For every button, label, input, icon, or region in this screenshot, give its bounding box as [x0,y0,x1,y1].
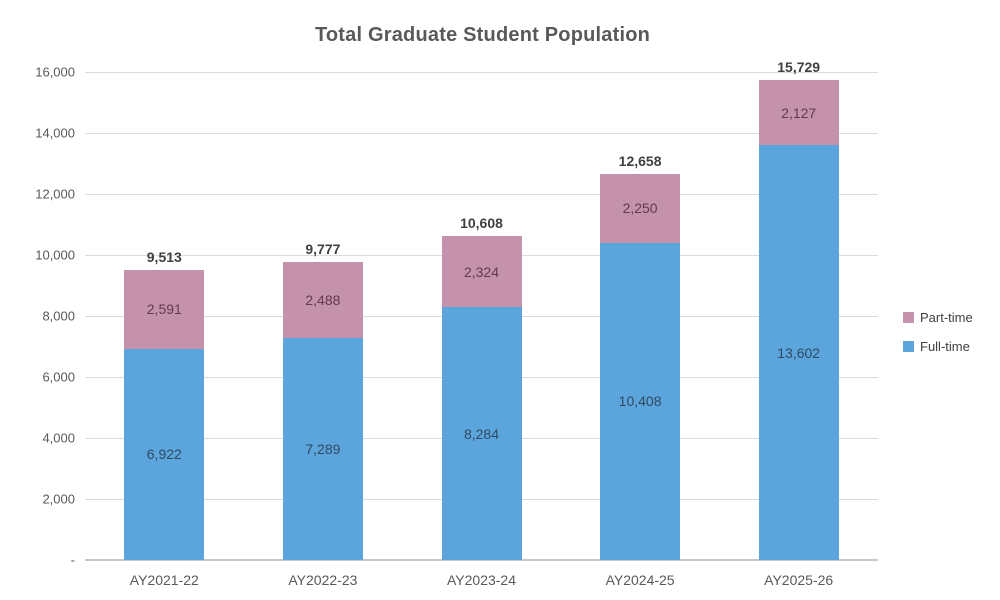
segment-value-label: 2,591 [146,301,182,318]
gridline [85,194,878,195]
legend-swatch-part-time [903,312,914,323]
y-axis-tick-label: 8,000 [42,308,75,324]
legend-label: Part-time [920,310,973,325]
bar-segment-full-time: 8,284 [441,307,522,560]
legend-item: Part-time [903,310,973,325]
legend-label: Full-time [920,339,970,354]
bar-segment-full-time: 10,408 [600,242,681,560]
y-axis-tick-label: 2,000 [42,491,75,507]
bar-segment-part-time: 2,250 [600,173,681,243]
bar-segment-part-time: 2,324 [441,236,522,308]
y-axis-tick-label: - [70,552,75,568]
total-value-label: 9,777 [305,240,341,257]
bar-segment-part-time: 2,591 [124,269,205,349]
segment-value-label: 10,408 [618,393,662,410]
total-value-label: 10,608 [460,215,503,232]
segment-value-label: 2,324 [463,263,500,280]
y-axis-tick-label: 10,000 [35,247,75,263]
segment-value-label: 13,602 [777,344,821,361]
segment-value-label: 8,284 [463,425,500,442]
legend-swatch-full-time [903,341,914,352]
legend-item: Full-time [903,339,973,354]
x-axis-category-label: AY2024-25 [605,572,675,588]
segment-value-label: 6,922 [146,446,182,463]
y-axis-tick-label: 16,000 [35,64,75,80]
chart-title: Total Graduate Student Population [314,24,651,46]
bar-segment-full-time: 13,602 [758,145,839,560]
bar-segment-part-time: 2,488 [282,261,363,338]
gridline [85,133,878,134]
segment-value-label: 2,488 [305,291,341,308]
bar-segment-full-time: 7,289 [282,337,363,560]
gridline [85,72,878,73]
y-axis-tick-label: 6,000 [42,369,75,385]
y-axis-tick-label: 14,000 [35,125,75,141]
y-axis-tick-label: 4,000 [42,430,75,446]
segment-value-label: 2,127 [781,104,817,121]
bar-segment-full-time: 6,922 [124,348,205,560]
segment-value-label: 7,289 [305,440,341,457]
total-value-label: 12,658 [618,152,662,169]
bar-segment-part-time: 2,127 [758,80,839,146]
legend: Part-time Full-time [903,310,973,354]
x-axis-category-label: AY2021-22 [129,572,199,588]
x-axis-category-label: AY2022-23 [288,572,358,588]
total-value-label: 9,513 [146,248,182,265]
y-axis-tick-label: 12,000 [35,186,75,202]
segment-value-label: 2,250 [622,200,658,217]
x-axis-line [85,559,878,561]
x-axis-category-label: AY2023-24 [446,572,516,588]
total-value-label: 15,729 [777,59,821,76]
x-axis-category-label: AY2025-26 [764,572,834,588]
